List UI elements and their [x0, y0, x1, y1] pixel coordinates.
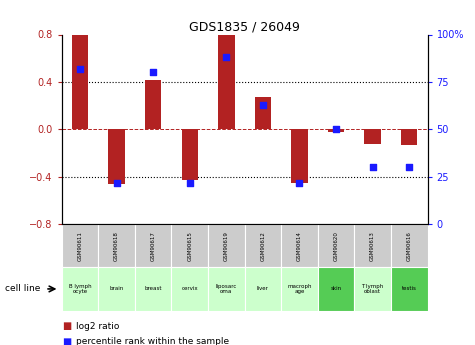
Text: GSM90620: GSM90620 — [333, 231, 339, 261]
Text: GSM90616: GSM90616 — [407, 231, 412, 261]
Text: T lymph
oblast: T lymph oblast — [361, 284, 384, 294]
Text: GSM90614: GSM90614 — [297, 231, 302, 261]
Point — [186, 180, 194, 185]
Bar — [364, 129, 381, 144]
Text: cell line: cell line — [5, 284, 40, 294]
Point — [76, 66, 84, 71]
Bar — [218, 34, 235, 129]
Point — [405, 165, 413, 170]
Bar — [98, 224, 135, 267]
Bar — [208, 267, 245, 310]
Bar — [354, 224, 391, 267]
Bar — [135, 267, 171, 310]
Point — [369, 165, 377, 170]
Bar — [135, 224, 171, 267]
Text: GSM90615: GSM90615 — [187, 231, 192, 261]
Text: ■: ■ — [62, 337, 71, 345]
Point — [295, 180, 304, 185]
Bar — [401, 129, 418, 145]
Bar — [391, 224, 428, 267]
Text: B lymph
ocyte: B lymph ocyte — [69, 284, 91, 294]
Text: percentile rank within the sample: percentile rank within the sample — [76, 337, 229, 345]
Bar — [255, 97, 271, 129]
Text: GSM90613: GSM90613 — [370, 231, 375, 261]
Bar — [318, 267, 354, 310]
Text: skin: skin — [331, 286, 342, 292]
Bar — [391, 267, 428, 310]
Text: breast: breast — [144, 286, 162, 292]
Point — [222, 55, 230, 60]
Text: brain: brain — [109, 286, 124, 292]
Point — [113, 180, 121, 185]
Point — [259, 102, 267, 108]
Bar — [98, 267, 135, 310]
Bar — [245, 267, 281, 310]
Bar — [62, 224, 98, 267]
Title: GDS1835 / 26049: GDS1835 / 26049 — [189, 20, 300, 33]
Bar — [108, 129, 125, 184]
Text: log2 ratio: log2 ratio — [76, 322, 119, 331]
Bar — [72, 34, 88, 129]
Text: GSM90611: GSM90611 — [77, 231, 83, 261]
Bar — [281, 224, 318, 267]
Bar — [328, 129, 344, 132]
Bar — [181, 129, 198, 180]
Bar — [171, 267, 208, 310]
Bar — [281, 267, 318, 310]
Text: macroph
age: macroph age — [287, 284, 312, 294]
Bar — [145, 80, 162, 129]
Point — [149, 70, 157, 75]
Bar — [171, 224, 208, 267]
Bar — [208, 224, 245, 267]
Text: testis: testis — [402, 286, 417, 292]
Text: GSM90617: GSM90617 — [151, 231, 156, 261]
Text: GSM90619: GSM90619 — [224, 231, 229, 261]
Point — [332, 127, 340, 132]
Text: liver: liver — [257, 286, 269, 292]
Bar — [62, 267, 98, 310]
Text: cervix: cervix — [181, 286, 198, 292]
Bar — [291, 129, 308, 183]
Bar — [318, 224, 354, 267]
Text: liposarc
oma: liposarc oma — [216, 284, 237, 294]
Text: ■: ■ — [62, 321, 71, 331]
Bar — [245, 224, 281, 267]
Text: GSM90612: GSM90612 — [260, 231, 266, 261]
Bar — [354, 267, 391, 310]
Text: GSM90618: GSM90618 — [114, 231, 119, 261]
